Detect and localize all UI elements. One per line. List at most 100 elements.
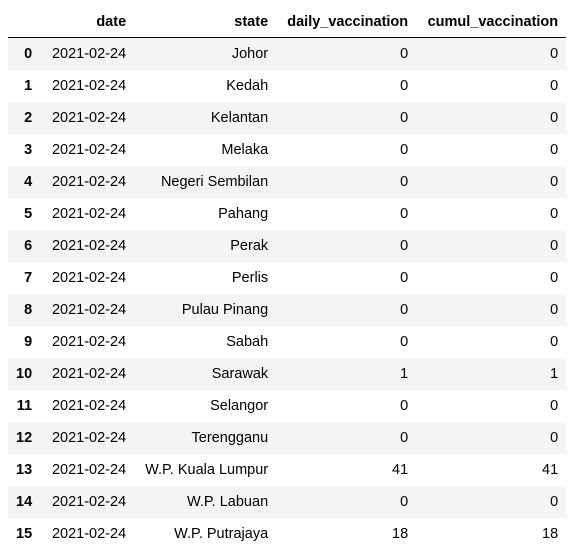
header-row: date state daily_vaccination cumul_vacci… (8, 6, 567, 38)
table-row: 15 2021-02-24 W.P. Putrajaya 18 18 (8, 518, 567, 550)
cell-date: 2021-02-24 (51, 334, 127, 350)
cell-cumul-vaccination: 0 (550, 206, 559, 222)
cell-daily-vaccination: 1 (400, 366, 409, 382)
cell-cumul-vaccination: 0 (550, 174, 559, 190)
row-index: 10 (16, 366, 33, 382)
table-header: date state daily_vaccination cumul_vacci… (8, 6, 567, 38)
cell-daily-vaccination: 0 (400, 494, 409, 510)
cell-state: Johor (231, 46, 269, 62)
cell-cumul-vaccination: 0 (550, 78, 559, 94)
row-index: 11 (16, 398, 33, 414)
table-row: 10 2021-02-24 Sarawak 1 1 (8, 358, 567, 390)
row-index: 8 (24, 302, 33, 318)
row-index: 9 (24, 334, 33, 350)
row-index: 0 (24, 46, 33, 62)
cell-cumul-vaccination: 0 (550, 334, 559, 350)
cell-state: Pulau Pinang (181, 302, 269, 318)
cell-date: 2021-02-24 (51, 46, 127, 62)
table-row: 9 2021-02-24 Sabah 0 0 (8, 326, 567, 358)
cell-date: 2021-02-24 (51, 302, 127, 318)
row-index: 4 (24, 174, 33, 190)
cell-state: W.P. Putrajaya (174, 526, 269, 542)
row-index: 3 (24, 142, 33, 158)
header-state: state (134, 6, 277, 38)
cell-date: 2021-02-24 (51, 526, 127, 542)
table-row: 0 2021-02-24 Johor 0 0 (8, 37, 567, 70)
header-index (8, 6, 41, 38)
header-daily-vaccination: daily_vaccination (276, 6, 417, 38)
cell-daily-vaccination: 0 (400, 270, 409, 286)
table-row: 5 2021-02-24 Pahang 0 0 (8, 198, 567, 230)
cell-state: Selangor (210, 398, 269, 414)
cell-cumul-vaccination: 0 (550, 238, 559, 254)
cell-date: 2021-02-24 (51, 206, 127, 222)
cell-date: 2021-02-24 (51, 430, 127, 446)
table-row: 7 2021-02-24 Perlis 0 0 (8, 262, 567, 294)
row-index: 1 (24, 78, 33, 94)
cell-state: Negeri Sembilan (160, 174, 269, 190)
cell-state: Melaka (221, 142, 269, 158)
cell-cumul-vaccination: 0 (550, 302, 559, 318)
cell-cumul-vaccination: 0 (550, 398, 559, 414)
cell-state: W.P. Labuan (186, 494, 269, 510)
table-row: 1 2021-02-24 Kedah 0 0 (8, 70, 567, 102)
cell-date: 2021-02-24 (51, 494, 127, 510)
row-index: 12 (16, 430, 33, 446)
table-row: 13 2021-02-24 W.P. Kuala Lumpur 41 41 (8, 454, 567, 486)
cell-state: Pahang (218, 206, 269, 222)
row-index: 2 (24, 110, 33, 126)
header-cumul-vaccination: cumul_vaccination (416, 6, 567, 38)
table-row: 4 2021-02-24 Negeri Sembilan 0 0 (8, 166, 567, 198)
cell-date: 2021-02-24 (51, 142, 127, 158)
cell-state: Sarawak (211, 366, 269, 382)
cell-date: 2021-02-24 (51, 78, 127, 94)
cell-state: Perlis (231, 270, 269, 286)
table-row: 2 2021-02-24 Kelantan 0 0 (8, 102, 567, 134)
dataframe-output: date state daily_vaccination cumul_vacci… (8, 6, 567, 550)
row-index: 14 (16, 494, 33, 510)
cell-daily-vaccination: 0 (400, 302, 409, 318)
cell-cumul-vaccination: 0 (550, 430, 559, 446)
cell-daily-vaccination: 0 (400, 238, 409, 254)
table-row: 6 2021-02-24 Perak 0 0 (8, 230, 567, 262)
table-row: 11 2021-02-24 Selangor 0 0 (8, 390, 567, 422)
cell-date: 2021-02-24 (51, 110, 127, 126)
cell-date: 2021-02-24 (51, 174, 127, 190)
header-date: date (40, 6, 135, 38)
cell-date: 2021-02-24 (51, 270, 127, 286)
cell-state: W.P. Kuala Lumpur (145, 462, 269, 478)
cell-daily-vaccination: 0 (400, 174, 409, 190)
cell-cumul-vaccination: 0 (550, 494, 559, 510)
cell-cumul-vaccination: 0 (550, 110, 559, 126)
cell-state: Terengganu (191, 430, 269, 446)
cell-cumul-vaccination: 0 (550, 270, 559, 286)
cell-date: 2021-02-24 (51, 238, 127, 254)
cell-cumul-vaccination: 1 (550, 366, 559, 382)
cell-date: 2021-02-24 (51, 366, 127, 382)
row-index: 6 (24, 238, 33, 254)
cell-daily-vaccination: 0 (400, 142, 409, 158)
table-row: 3 2021-02-24 Melaka 0 0 (8, 134, 567, 166)
cell-cumul-vaccination: 18 (542, 526, 559, 542)
cell-cumul-vaccination: 0 (550, 142, 559, 158)
cell-state: Sabah (226, 334, 269, 350)
row-index: 13 (16, 462, 33, 478)
cell-state: Kedah (226, 78, 269, 94)
table-row: 14 2021-02-24 W.P. Labuan 0 0 (8, 486, 567, 518)
table-row: 12 2021-02-24 Terengganu 0 0 (8, 422, 567, 454)
cell-state: Perak (230, 238, 269, 254)
cell-daily-vaccination: 0 (400, 398, 409, 414)
cell-cumul-vaccination: 41 (542, 462, 559, 478)
dataframe-table: date state daily_vaccination cumul_vacci… (8, 6, 567, 550)
cell-daily-vaccination: 41 (392, 462, 409, 478)
row-index: 15 (16, 526, 33, 542)
cell-daily-vaccination: 0 (400, 206, 409, 222)
cell-daily-vaccination: 0 (400, 430, 409, 446)
cell-state: Kelantan (210, 110, 269, 126)
table-row: 8 2021-02-24 Pulau Pinang 0 0 (8, 294, 567, 326)
cell-daily-vaccination: 0 (400, 110, 409, 126)
row-index: 7 (24, 270, 33, 286)
cell-cumul-vaccination: 0 (550, 46, 559, 62)
cell-date: 2021-02-24 (51, 462, 127, 478)
cell-daily-vaccination: 18 (392, 526, 409, 542)
